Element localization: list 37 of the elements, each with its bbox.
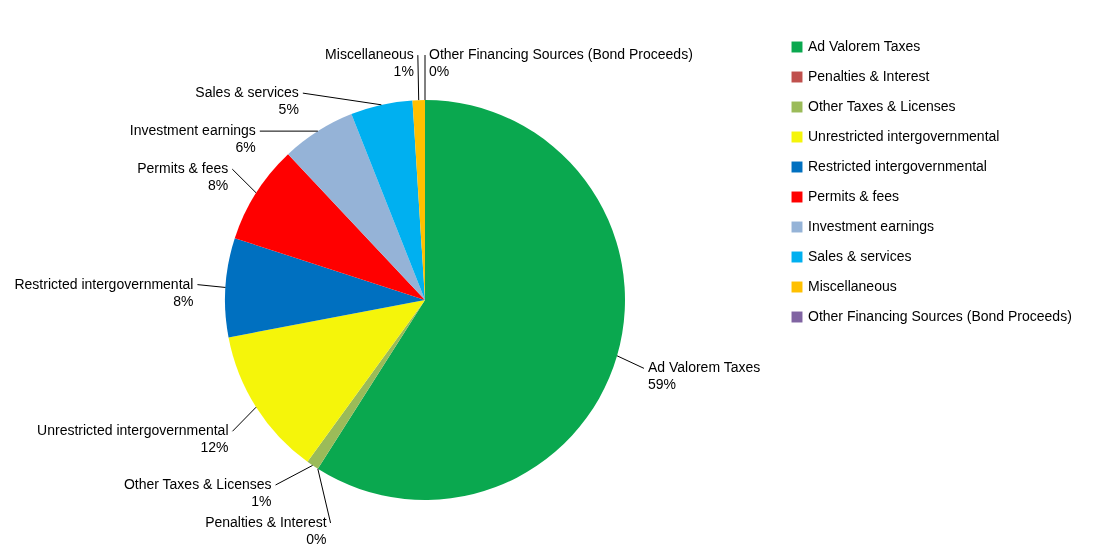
legend-label: Permits & fees: [808, 188, 900, 204]
legend-label: Restricted intergovernmental: [808, 158, 987, 174]
data-label: 6%: [235, 139, 256, 156]
text: 0%: [306, 531, 327, 545]
data-label: 8%: [173, 292, 194, 309]
data-label: 1%: [251, 493, 272, 509]
slice-label: Other Taxes & Licenses: [123, 476, 272, 492]
legend-label: Penalties & Interest: [808, 68, 930, 84]
data-label: 5%: [278, 101, 299, 118]
pie-slice: [351, 100, 425, 300]
slice-label: Sales & services: [195, 84, 299, 101]
data-label: 59%: [647, 376, 676, 393]
legend-label: Ad Valorem Taxes: [808, 38, 921, 54]
text: 0%: [429, 63, 450, 79]
pie-slice: [234, 154, 425, 300]
legend-label: Miscellaneous: [808, 278, 897, 294]
slice-label: Miscellaneous: [325, 46, 414, 63]
slice-label: Permits & fees: [137, 160, 229, 177]
pie-slice: [307, 300, 425, 469]
pie-slice: [317, 100, 625, 500]
legend-label: Other Taxes & Licenses: [808, 98, 956, 114]
data-label: 8%: [208, 177, 229, 194]
data-label: 1%: [393, 63, 414, 80]
pie-slice: [288, 114, 425, 300]
legend-label: Investment earnings: [808, 218, 935, 234]
slice-label: Unrestricted intergovernmental: [37, 422, 229, 439]
legend-label: Unrestricted intergovernmental: [808, 128, 1000, 144]
data-label: 12%: [200, 439, 229, 456]
slice-label: Ad Valorem Taxes: [647, 359, 761, 376]
category-label: Other Financing Sources (Bond Proceeds): [429, 46, 693, 62]
category-label: Penalties & Interest: [205, 514, 327, 530]
legend-label: Sales & services: [808, 248, 912, 264]
pie-slice: [225, 238, 425, 338]
slice-label: Restricted intergovernmental: [14, 275, 194, 292]
legend-label: Other Financing Sources (Bond Proceeds): [808, 308, 1072, 324]
slice-label: Investment earnings: [129, 122, 256, 139]
pie-slice: [228, 300, 425, 462]
